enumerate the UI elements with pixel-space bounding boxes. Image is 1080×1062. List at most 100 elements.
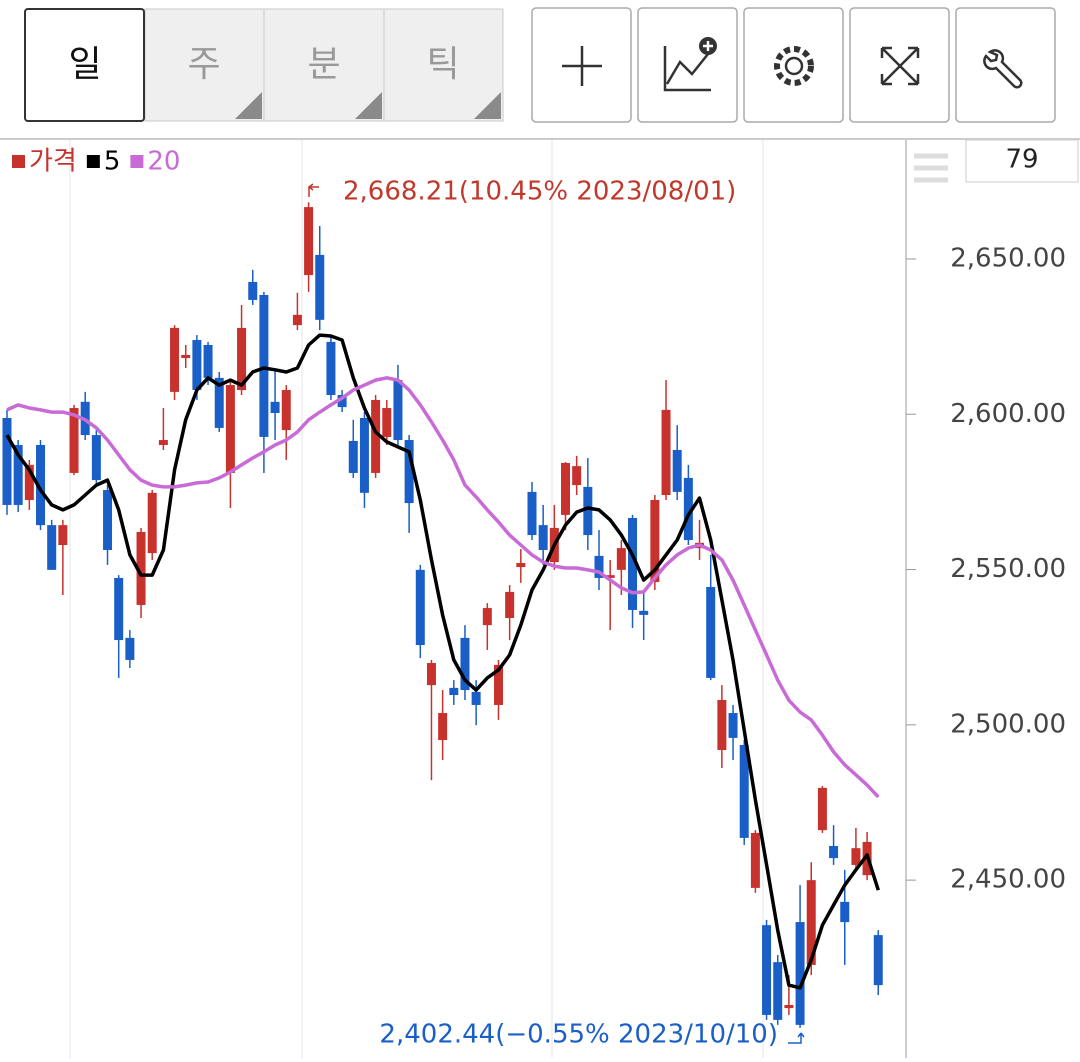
high-annotation: 2,668.21(10.45% 2023/08/01)	[343, 177, 736, 207]
candle-body	[650, 499, 660, 582]
candle-body	[371, 399, 381, 473]
y-tick-label: 2,500.00	[950, 709, 1066, 739]
candle-body	[873, 935, 883, 986]
candle-body	[426, 663, 436, 686]
candle-body	[806, 880, 816, 965]
candle-body	[628, 517, 638, 610]
candle-body	[103, 490, 113, 550]
legend-swatch	[86, 155, 100, 168]
candle-body	[69, 408, 79, 473]
candle-body	[270, 401, 280, 414]
low-arrow	[788, 1032, 805, 1044]
y-tick-label: 2,600.00	[950, 399, 1066, 429]
candle-body	[237, 327, 247, 391]
candle-body	[359, 417, 369, 493]
candle-body	[795, 922, 805, 1025]
candle-body	[13, 445, 23, 505]
candle-body	[248, 281, 258, 300]
candle-body	[315, 254, 325, 320]
candle-body	[47, 525, 57, 570]
candle-body	[505, 591, 515, 618]
candle-body	[214, 377, 224, 428]
y-tick-label: 2,650.00	[950, 243, 1066, 273]
time-grid	[69, 140, 764, 1058]
tab[interactable]: 주	[187, 44, 220, 85]
legend-label: 20	[147, 147, 180, 177]
candle-body	[829, 845, 839, 859]
legend-swatch	[130, 155, 144, 168]
legend-label: 가격	[29, 147, 77, 177]
candle-body	[460, 637, 470, 691]
candle-body	[817, 787, 827, 831]
candle-body	[304, 207, 314, 276]
plot	[2, 202, 883, 1028]
candle-body	[91, 435, 101, 481]
candle-body	[583, 486, 593, 536]
candle-body	[594, 555, 604, 578]
tab-selected[interactable]	[24, 8, 145, 122]
candle-body	[561, 463, 570, 515]
legend-swatch	[12, 155, 25, 168]
indicator-icon	[663, 46, 711, 92]
candle-body	[147, 492, 157, 554]
moving-average	[5, 333, 880, 990]
candle-body	[493, 664, 503, 705]
candle-body	[203, 344, 213, 378]
candle-body	[337, 394, 347, 408]
candle-body	[281, 390, 291, 431]
candle-body	[784, 1004, 794, 1009]
candle-body	[415, 569, 425, 646]
candle-body	[683, 477, 693, 541]
candle-body	[2, 417, 12, 505]
tab-bg	[144, 8, 504, 122]
y-tick-label: 2,450.00	[950, 865, 1066, 895]
menu-icon[interactable]	[914, 153, 948, 183]
candle-body	[404, 440, 414, 504]
count-value: 79	[1005, 145, 1038, 175]
tab[interactable]: 일	[68, 44, 101, 85]
candle-body	[527, 491, 537, 536]
candle-body	[516, 563, 526, 568]
candle-body	[728, 713, 738, 738]
candle-body	[36, 445, 46, 526]
crosshair-icon	[562, 46, 602, 86]
y-tick-label: 2,550.00	[950, 554, 1066, 584]
candle-body	[750, 832, 760, 888]
candle-body	[471, 691, 481, 705]
candle-body	[762, 925, 772, 1015]
candle-body	[393, 380, 403, 441]
candle-body	[170, 327, 180, 392]
tab[interactable]: 분	[307, 44, 340, 85]
corner	[235, 92, 262, 119]
candle-body	[639, 610, 649, 615]
gear-teeth	[774, 46, 814, 86]
candle-body	[192, 340, 202, 391]
candle-body	[706, 586, 716, 678]
candle-body	[136, 531, 146, 605]
moving-average	[6, 376, 880, 799]
high-arrow	[308, 183, 319, 197]
candle-body	[851, 848, 861, 865]
candle-body	[572, 466, 582, 486]
candle-body	[438, 713, 448, 741]
candle-body	[225, 385, 235, 473]
candle-body	[672, 449, 682, 492]
candle-body	[605, 575, 615, 578]
candle-body	[58, 525, 68, 546]
settings-button[interactable]	[743, 7, 844, 123]
candle-body	[158, 440, 168, 445]
candle-body	[538, 525, 548, 550]
candle-body	[348, 440, 358, 473]
candle-body	[661, 409, 671, 496]
indicator-button[interactable]	[637, 7, 738, 123]
count-box[interactable]	[965, 139, 1079, 183]
candle-body	[382, 408, 392, 437]
candle-body	[773, 962, 783, 1020]
low-annotation: 2,402.44(−0.55% 2023/10/10)	[379, 1020, 778, 1050]
candle-body	[292, 314, 302, 326]
expand-icon	[880, 46, 920, 86]
corner	[474, 92, 501, 119]
tab[interactable]: 틱	[426, 44, 459, 85]
candle-body	[24, 464, 34, 500]
